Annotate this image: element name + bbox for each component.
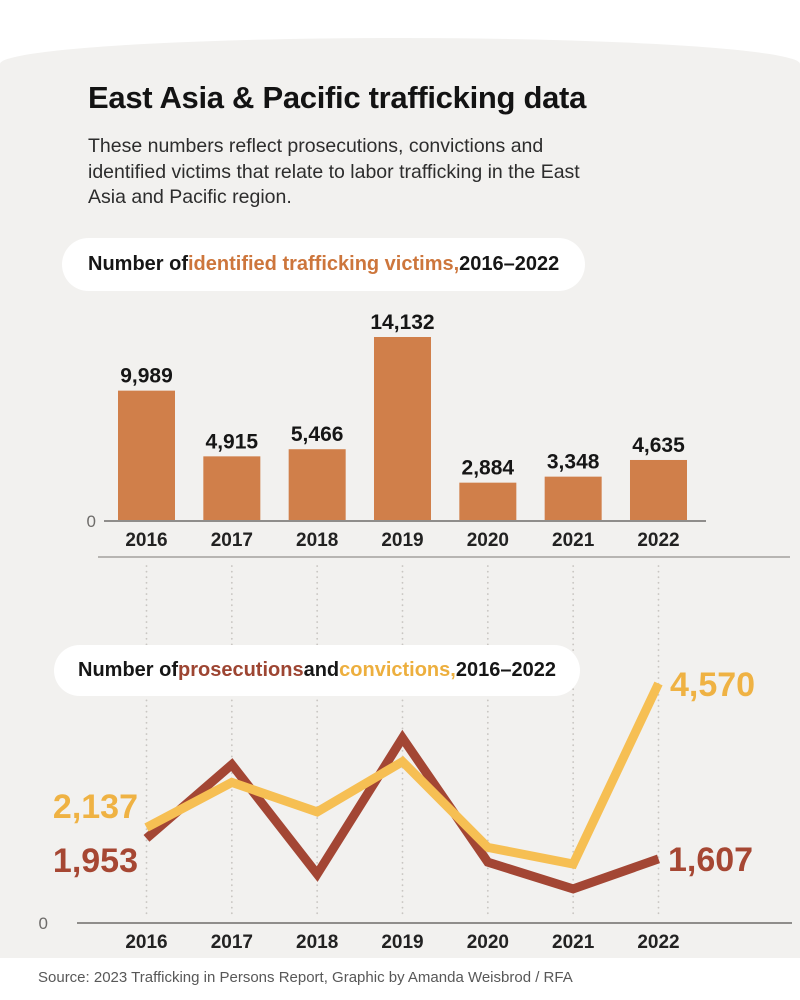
- bar-2018: [288, 449, 346, 520]
- bar-chart-title-prefix: Number of: [88, 253, 188, 275]
- bar-x-tick-2022: 2022: [637, 530, 679, 551]
- page-title: East Asia & Pacific trafficking data: [88, 80, 587, 115]
- convictions-start-label: 2,137: [53, 788, 138, 826]
- line-x-tick-2020: 2020: [467, 932, 509, 953]
- line-chart-title-convictions: convictions,: [339, 659, 456, 681]
- line-chart-title-prefix: Number of: [78, 659, 178, 681]
- convictions-end-label: 4,570: [670, 666, 755, 704]
- bar-2022: [629, 459, 687, 520]
- bar-x-tick-2016: 2016: [125, 530, 167, 551]
- bar-value-label-2016: 9,989: [120, 365, 173, 388]
- bar-chart-title-suffix: 2016–2022: [459, 253, 560, 275]
- bar-value-label-2022: 4,635: [632, 434, 685, 457]
- bar-2021: [544, 476, 602, 520]
- bar-2019: [373, 337, 431, 520]
- bar-x-tick-2017: 2017: [211, 530, 253, 551]
- bar-2017: [203, 456, 261, 520]
- bar-2016: [118, 390, 175, 520]
- line-x-tick-2021: 2021: [552, 932, 595, 953]
- bar-value-label-2019: 14,132: [370, 311, 434, 334]
- bar-x-tick-2018: 2018: [296, 530, 338, 551]
- prosecutions-end-label: 1,607: [668, 841, 753, 879]
- line-x-tick-2016: 2016: [125, 932, 167, 953]
- bar-2020: [459, 482, 517, 520]
- bar-x-tick-2019: 2019: [381, 530, 423, 551]
- line-x-tick-2019: 2019: [381, 932, 423, 953]
- bar-chart-title-highlight: identified trafficking victims,: [188, 253, 460, 275]
- line-prosecutions: [143, 729, 660, 894]
- line-convictions: [144, 681, 663, 870]
- page-subtitle: These numbers reflect prosecutions, conv…: [88, 135, 580, 209]
- bar-value-label-2017: 4,915: [206, 430, 259, 453]
- line-x-tick-2018: 2018: [296, 932, 338, 953]
- bar-chart-zero-label: 0: [87, 512, 96, 531]
- bar-value-label-2020: 2,884: [462, 457, 515, 480]
- line-chart-title-pill: Number of prosecutions and convictions, …: [54, 645, 580, 696]
- footer-band: Source: 2023 Trafficking in Persons Repo…: [0, 958, 800, 1000]
- bar-value-label-2018: 5,466: [291, 423, 344, 446]
- bar-x-tick-2021: 2021: [552, 530, 595, 551]
- line-chart-title-suffix: 2016–2022: [455, 659, 556, 681]
- bar-value-label-2021: 3,348: [547, 451, 600, 474]
- line-chart-zero-label: 0: [39, 914, 48, 933]
- line-x-tick-2022: 2022: [637, 932, 679, 953]
- line-x-tick-2017: 2017: [211, 932, 253, 953]
- prosecutions-start-label: 1,953: [53, 842, 138, 880]
- source-credit: Source: 2023 Trafficking in Persons Repo…: [38, 969, 573, 986]
- bar-x-tick-2020: 2020: [467, 530, 509, 551]
- line-chart-title-mid: and: [303, 659, 340, 681]
- line-chart-title-prosecutions: prosecutions: [178, 659, 304, 681]
- bar-chart-title-pill: Number of identified trafficking victims…: [62, 238, 586, 291]
